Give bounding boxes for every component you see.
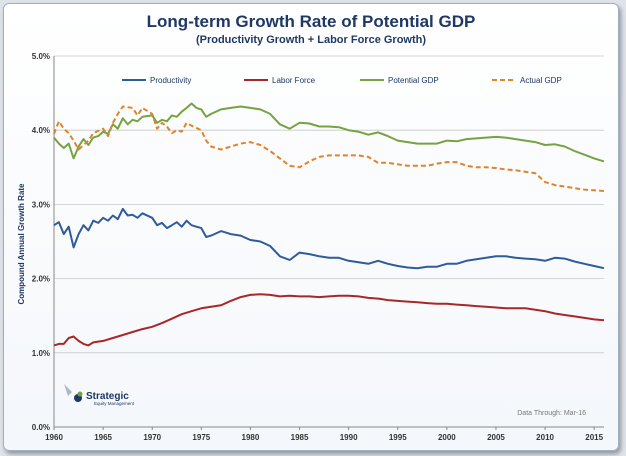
x-tick-label: 1985 (291, 433, 309, 442)
x-tick-label: 1975 (192, 433, 210, 442)
series-layer (53, 102, 605, 347)
x-tick-label: 1965 (94, 433, 112, 442)
data-through-note: Data Through: Mar-16 (517, 410, 586, 417)
logo-figure-icon (64, 384, 72, 396)
x-tick-label: 1960 (45, 433, 63, 442)
series-line-productivity (53, 207, 605, 270)
legend-label: Labor Force (272, 76, 316, 85)
y-tick-label: 4.0% (32, 126, 50, 135)
chart-svg: 0.0% 1.0% 2.0% 3.0% 4.0% 5.0% 1960 1965 1970 1975… (17, 52, 605, 442)
x-tick-label: 2015 (585, 433, 603, 442)
x-tick-label: 1995 (389, 433, 407, 442)
y-tick-label: 3.0% (32, 200, 50, 209)
chart-frame: Long-term Growth Rate of Potential GDP (… (3, 3, 619, 451)
y-axis-label: Compound Annual Growth Rate (17, 183, 26, 305)
legend-label: Productivity (150, 76, 191, 85)
series-line-labor-force (53, 293, 605, 347)
legend-label: Potential GDP (388, 76, 439, 85)
x-tick-label: 2000 (438, 433, 456, 442)
x-tick-label: 1970 (143, 433, 161, 442)
legend-label: Actual GDP (520, 76, 562, 85)
x-tick-label: 2010 (536, 433, 554, 442)
y-tick-label: 0.0% (32, 423, 50, 432)
x-tick-label: 1990 (340, 433, 358, 442)
y-tick-label: 5.0% (32, 52, 50, 61)
grid-layer (54, 55, 604, 428)
x-tick-label: 2005 (487, 433, 505, 442)
logo-name: Strategic (86, 391, 129, 402)
series-line-actual-gdp (53, 105, 605, 192)
y-tick-label: 1.0% (32, 349, 50, 358)
legend: Productivity Labor Force Potential GDP Actu… (122, 76, 562, 85)
strategic-logo: Strategic Equity Management (64, 384, 135, 406)
logo-leaf-icon (77, 391, 83, 397)
axis-layer: 0.0% 1.0% 2.0% 3.0% 4.0% 5.0% 1960 1965 1970 1975… (32, 52, 604, 442)
x-tick-label: 1980 (242, 433, 260, 442)
chart-title: Long-term Growth Rate of Potential GDP (146, 12, 476, 31)
y-tick-label: 2.0% (32, 275, 50, 284)
chart-subtitle: (Productivity Growth + Labor Force Growt… (195, 34, 427, 46)
logo-tagline: Equity Management (94, 401, 135, 406)
